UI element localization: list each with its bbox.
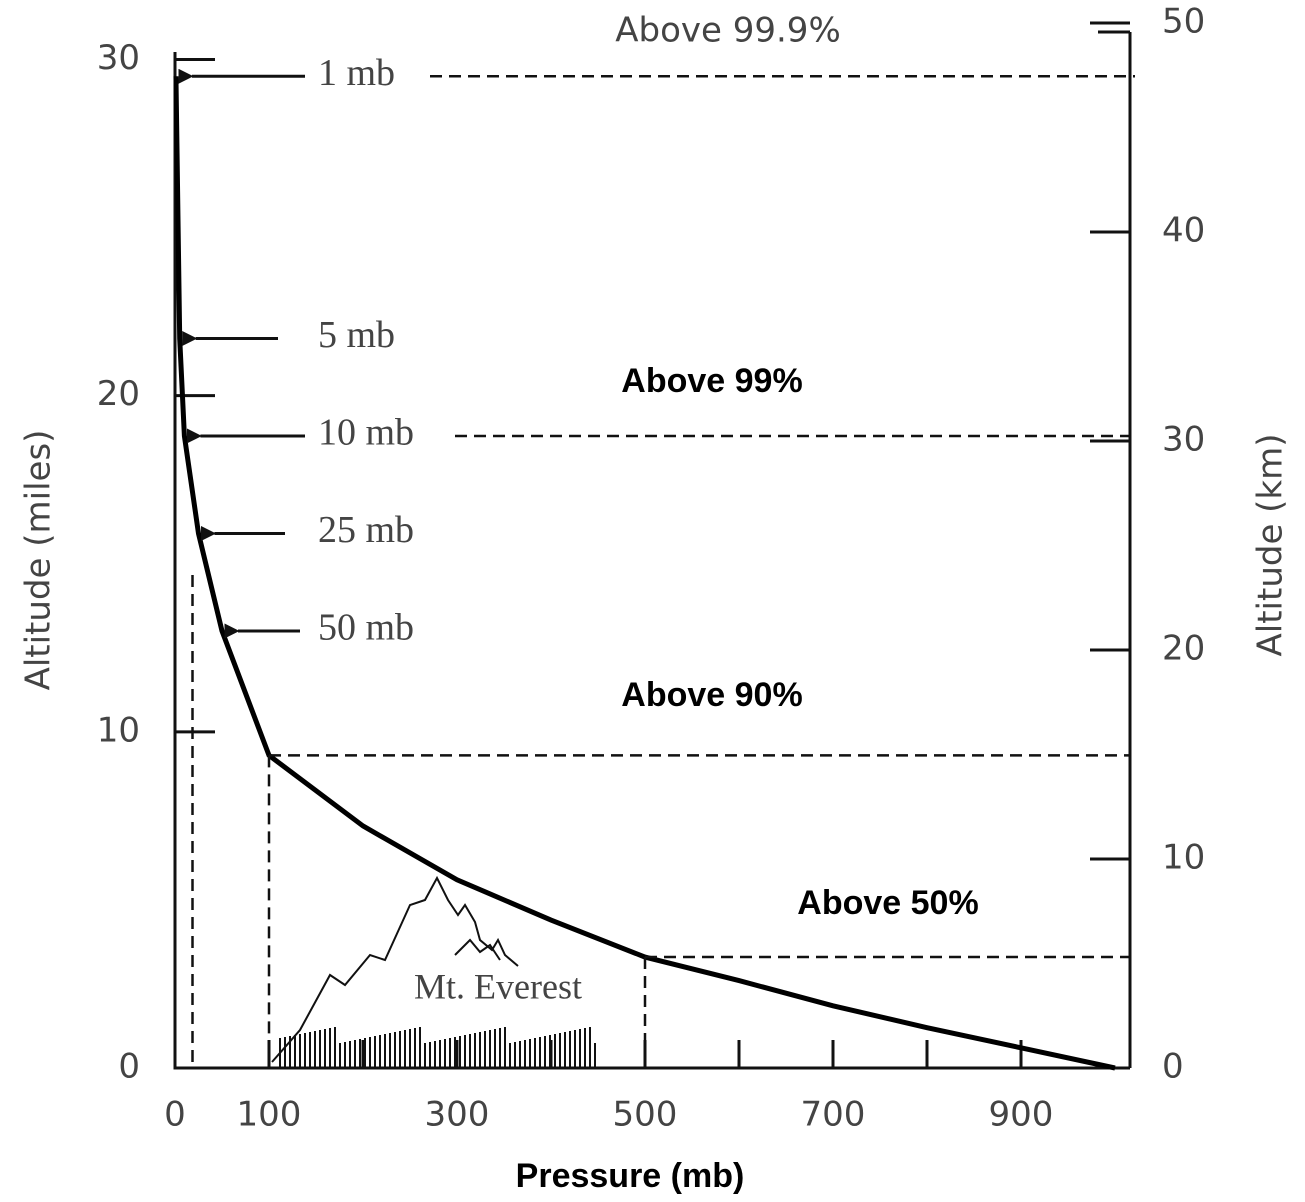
y-tick-label: 30 xyxy=(97,38,140,78)
landmark-label: Mt. Everest xyxy=(414,966,582,1006)
y2-tick-label: 40 xyxy=(1162,211,1205,251)
reference-lines xyxy=(191,75,1135,1068)
y2-tick-label: 30 xyxy=(1162,420,1205,460)
y-tick-label: 10 xyxy=(97,710,140,750)
x-tick-label: 500 xyxy=(613,1095,678,1135)
x-tick-label: 700 xyxy=(801,1095,866,1135)
level-label: Above 99.9% xyxy=(615,11,841,51)
pressure-curve xyxy=(173,76,1116,1071)
pressure-label: 10 mb xyxy=(318,412,414,454)
y2-axis-label: Altitude (km) xyxy=(1251,433,1291,656)
x-tick-label: 0 xyxy=(164,1095,186,1135)
x-axis-label: Pressure (mb) xyxy=(516,1157,745,1195)
y2-tick-label: 0 xyxy=(1162,1047,1184,1087)
y2-tick-label: 50 xyxy=(1162,2,1205,42)
ground-hatch xyxy=(279,1027,596,1068)
y-tick-label: 20 xyxy=(97,374,140,414)
y-tick-label: 0 xyxy=(118,1047,140,1087)
level-label: Above 99% xyxy=(621,362,802,400)
level-label: Above 90% xyxy=(621,676,802,714)
x-tick-label: 900 xyxy=(989,1095,1054,1135)
pressure-label: 1 mb xyxy=(318,52,395,94)
pressure-label: 25 mb xyxy=(318,509,414,551)
y-axis-label: Altitude (miles) xyxy=(19,430,59,691)
level-label: Above 50% xyxy=(797,884,978,922)
x-tick-label: 300 xyxy=(425,1095,490,1135)
pressure-label: 5 mb xyxy=(318,314,395,356)
y2-tick-label: 10 xyxy=(1162,838,1205,878)
mountain xyxy=(271,875,519,1063)
x-tick-label: 100 xyxy=(237,1095,302,1135)
y2-tick-label: 20 xyxy=(1162,629,1205,669)
pressure-label: 50 mb xyxy=(318,607,414,649)
